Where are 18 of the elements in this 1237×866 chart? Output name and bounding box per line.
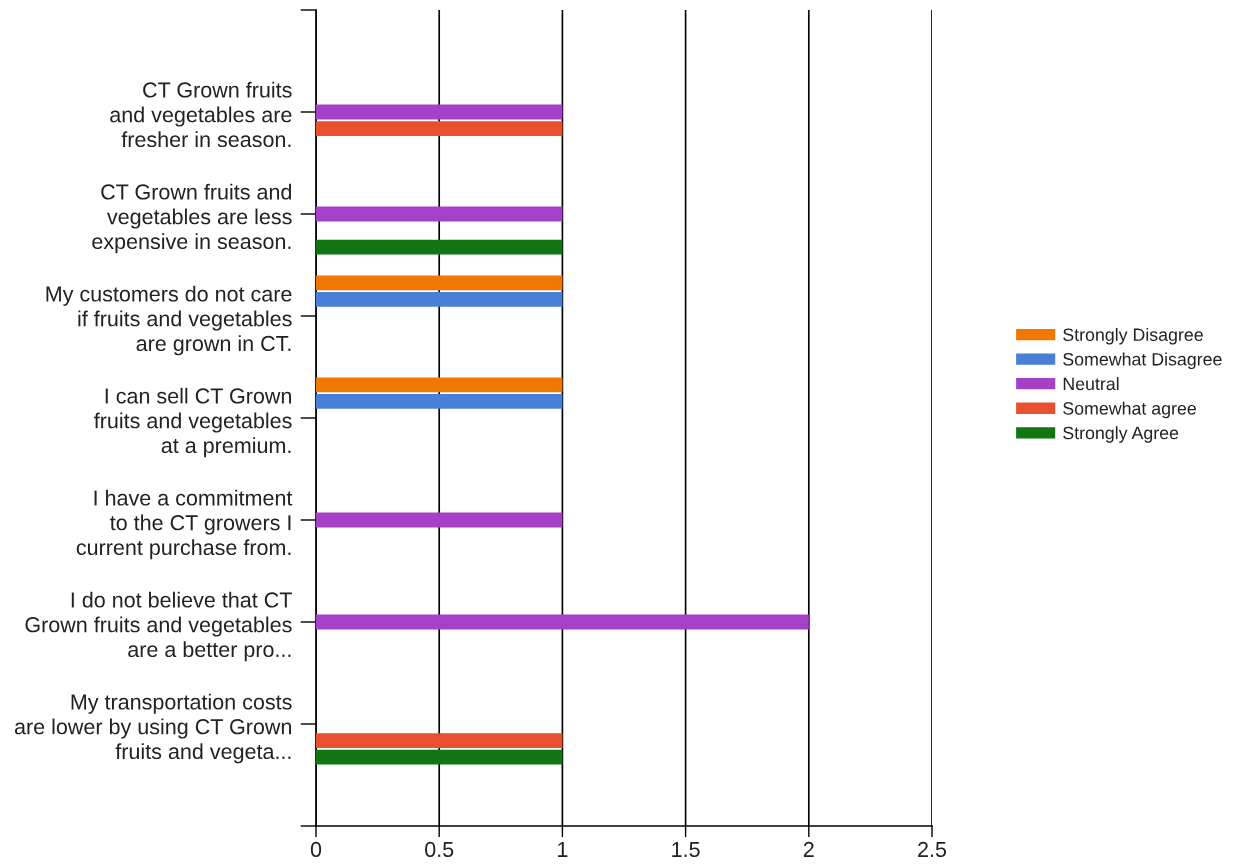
legend-label: Somewhat agree bbox=[1063, 401, 1196, 419]
legend-label: Somewhat Disagree bbox=[1063, 352, 1222, 370]
y-tick-label: CT Grown fruits and vegetables are less expensive in season. bbox=[92, 183, 292, 254]
x-tick-label: 0.5 bbox=[425, 841, 454, 858]
x-tick-label: 1 bbox=[558, 842, 568, 857]
legend-label: Neutral bbox=[1063, 377, 1119, 391]
y-tick-label: I can sell CT Grown fruits and vegetables at a premium. bbox=[94, 387, 292, 458]
y-tick-label: I have a commitment to the CT growers I current purchase from. bbox=[76, 489, 293, 560]
y-tick-label: My customers do not care if fruits and vegetables are grown in CT. bbox=[46, 285, 292, 356]
x-tick-label: 2.5 bbox=[918, 841, 947, 858]
legend-label: Strongly Disagree bbox=[1063, 327, 1203, 345]
legend-label: Strongly Agree bbox=[1063, 426, 1179, 443]
y-tick-label: CT Grown fruits and vegetables are fresher in season. bbox=[110, 81, 292, 148]
x-tick-label: 1.5 bbox=[672, 842, 700, 858]
y-tick-label: My transportation costs are lower by using CT Grown fruits and vegeta... bbox=[14, 693, 292, 764]
x-tick-label: 2 bbox=[803, 841, 814, 857]
y-tick-label: I do not believe that CT Grown fruits and vegetables are a better pro... bbox=[25, 591, 292, 662]
x-tick-label: 0 bbox=[310, 841, 322, 858]
